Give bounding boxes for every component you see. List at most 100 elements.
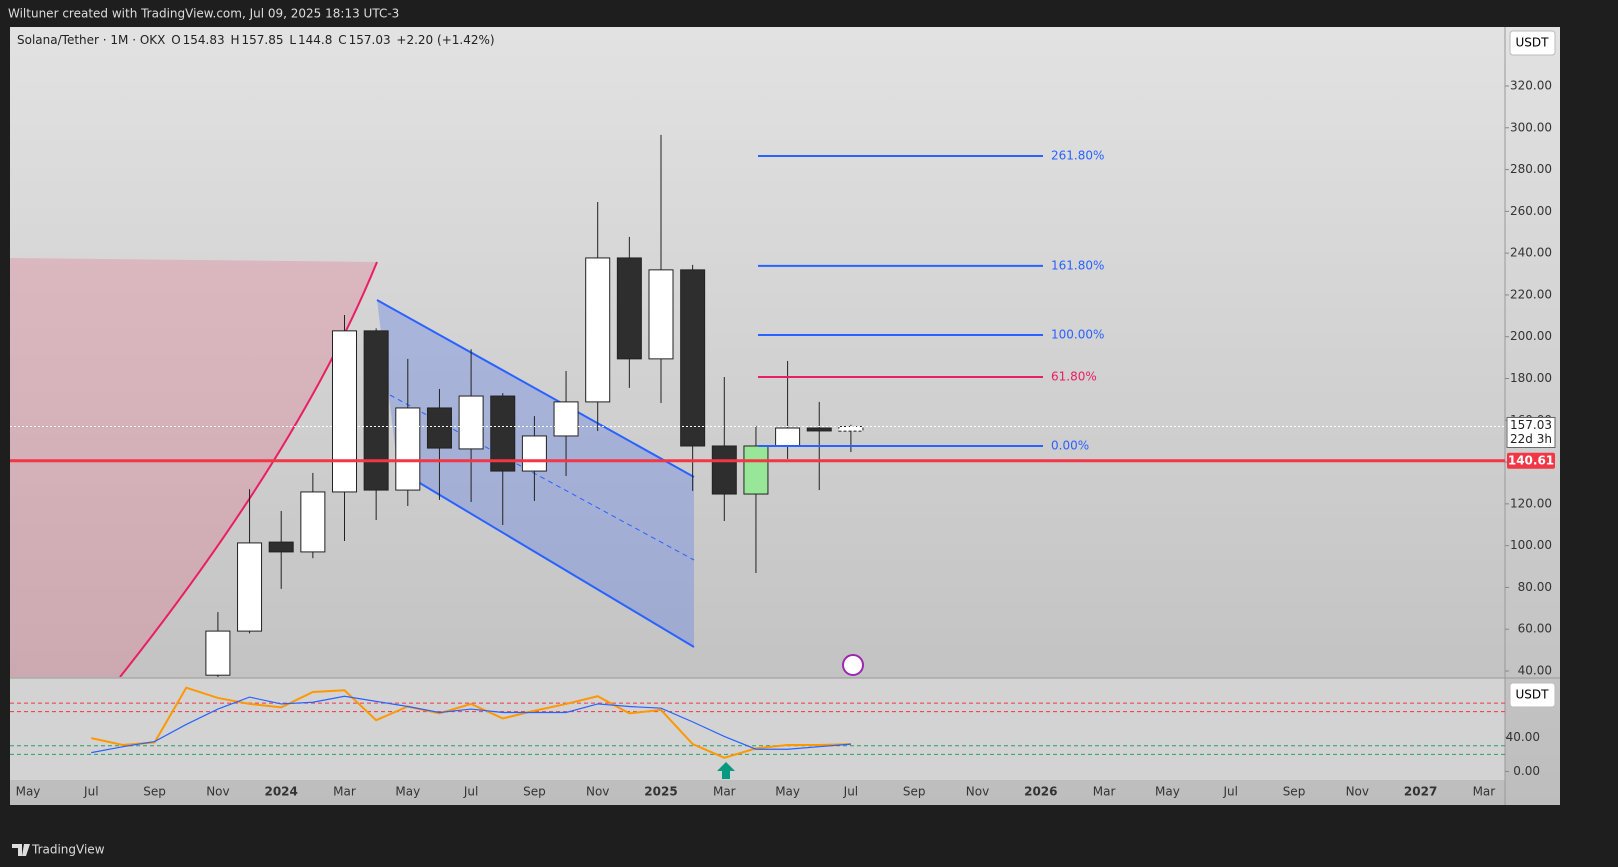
candle-body bbox=[300, 491, 326, 553]
ohlc-value: 157.03 bbox=[348, 33, 391, 47]
ohlc-value: 144.8 bbox=[298, 33, 333, 47]
fib-label: 261.80% bbox=[1051, 148, 1104, 162]
candle-body bbox=[332, 330, 357, 493]
price-tag bbox=[1507, 452, 1555, 469]
x-tick-label: Nov bbox=[586, 785, 609, 799]
price-tag bbox=[1506, 416, 1556, 448]
y-tick-label: 120.00 bbox=[1510, 496, 1552, 510]
x-tick-label: Sep bbox=[1283, 785, 1306, 799]
currency[interactable]: USDT bbox=[1516, 688, 1550, 702]
currency-button[interactable] bbox=[1509, 682, 1556, 708]
y-tick-label: 320.00 bbox=[1510, 79, 1552, 93]
y-tick-label: 40.00 bbox=[1506, 730, 1540, 744]
x-tick-label: Jul bbox=[83, 785, 98, 799]
price-pane bbox=[205, 134, 864, 677]
x-tick-label: May bbox=[16, 785, 41, 799]
fib-label: 100.00% bbox=[1051, 328, 1104, 342]
x-tick-label: May bbox=[775, 785, 800, 799]
candle-body bbox=[553, 401, 579, 437]
x-tick-label: Jul bbox=[843, 785, 858, 799]
drawings bbox=[10, 258, 695, 677]
y-tick-label: 240.00 bbox=[1510, 246, 1552, 260]
x-tick-label: Nov bbox=[966, 785, 989, 799]
y-tick-label: 100.00 bbox=[1510, 538, 1552, 552]
x-tick-label: Sep bbox=[903, 785, 926, 799]
x-tick-label: Mar bbox=[713, 785, 736, 799]
candle-body bbox=[648, 269, 674, 360]
x-tick-label: Mar bbox=[1093, 785, 1116, 799]
x-tick-label: 2024 bbox=[264, 785, 297, 799]
symbol: Solana/Tether · 1M · OKX bbox=[17, 33, 166, 47]
candle-body bbox=[711, 445, 737, 495]
candle-body bbox=[806, 427, 832, 432]
x-tick-label: Mar bbox=[1473, 785, 1496, 799]
x-tick-label: May bbox=[395, 785, 420, 799]
y-tick-label: 60.00 bbox=[1518, 622, 1552, 636]
y-tick-label: 80.00 bbox=[1518, 580, 1552, 594]
fib-label: 161.80% bbox=[1051, 258, 1104, 272]
candle-body bbox=[616, 257, 642, 360]
x-tick-label: 2025 bbox=[644, 785, 677, 799]
ohlc-value: 154.83 bbox=[182, 33, 225, 47]
currency[interactable]: USDT bbox=[1516, 36, 1550, 50]
indicator-line bbox=[91, 686, 851, 759]
x-tick-label: Nov bbox=[1346, 785, 1369, 799]
candle-body bbox=[838, 425, 864, 432]
channel-line bbox=[397, 469, 695, 648]
candle-body bbox=[237, 542, 263, 632]
channel-line bbox=[376, 299, 695, 478]
candle-body bbox=[585, 257, 611, 403]
candle-body bbox=[205, 630, 231, 676]
y-tick-label: 180.00 bbox=[1510, 371, 1552, 385]
candle-body bbox=[426, 407, 452, 449]
x-tick-label: May bbox=[1155, 785, 1180, 799]
currency-button[interactable] bbox=[1509, 30, 1556, 56]
fib-label: 61.80% bbox=[1051, 370, 1097, 384]
y-tick-label: 260.00 bbox=[1510, 204, 1552, 218]
x-tick-label: Jul bbox=[1222, 785, 1237, 799]
indicator-panel bbox=[10, 678, 1505, 780]
candle-body bbox=[395, 407, 421, 491]
y-tick-label: 200.00 bbox=[1510, 329, 1552, 343]
candle-body bbox=[268, 541, 294, 553]
ohlc-label: C bbox=[338, 33, 347, 47]
y-tick-label: 280.00 bbox=[1510, 162, 1552, 176]
ohlc-label: L bbox=[289, 33, 297, 47]
candle-body bbox=[521, 435, 547, 472]
candle-body bbox=[680, 269, 706, 447]
signal-arrow bbox=[717, 762, 735, 779]
legend: Solana/Tether · 1M · OKX O 154.83 H 157.85… bbox=[17, 33, 497, 47]
x-tick-label: Sep bbox=[143, 785, 166, 799]
price-tag-label: 140.61 bbox=[1508, 453, 1554, 467]
ohlc-label: H bbox=[230, 33, 240, 47]
y-tick-label: 0.00 bbox=[1513, 764, 1540, 778]
y-tick-label: 40.00 bbox=[1518, 664, 1552, 678]
fib-label: 0.00% bbox=[1051, 438, 1089, 452]
x-tick-label: Sep bbox=[523, 785, 546, 799]
candle-body bbox=[490, 395, 516, 472]
y-tick-label: 220.00 bbox=[1510, 287, 1552, 301]
footer: TradingView bbox=[31, 843, 105, 857]
price-tag-label: 157.03 bbox=[1510, 418, 1552, 432]
x-tick-label: 2026 bbox=[1024, 785, 1057, 799]
candle-body bbox=[458, 395, 484, 450]
x-tick-label: Mar bbox=[333, 785, 356, 799]
header: Wiltuner created with TradingView.com, J… bbox=[8, 7, 399, 21]
candle-body bbox=[363, 330, 389, 491]
pink-region bbox=[10, 258, 377, 677]
x-tick-label: 2027 bbox=[1404, 785, 1437, 799]
change: +2.20 (+1.42%) bbox=[396, 33, 495, 47]
event-icon bbox=[842, 654, 864, 676]
candle-body bbox=[743, 445, 769, 495]
ohlc-value: 157.85 bbox=[241, 33, 284, 47]
countdown: 22d 3h bbox=[1510, 432, 1552, 446]
x-tick-label: Nov bbox=[206, 785, 229, 799]
x-tick-label: Jul bbox=[463, 785, 478, 799]
logo bbox=[12, 844, 30, 856]
y-tick-label: 300.00 bbox=[1510, 120, 1552, 134]
ohlc-label: O bbox=[171, 33, 181, 47]
candle-body bbox=[775, 427, 801, 447]
indicator-line bbox=[91, 695, 851, 754]
